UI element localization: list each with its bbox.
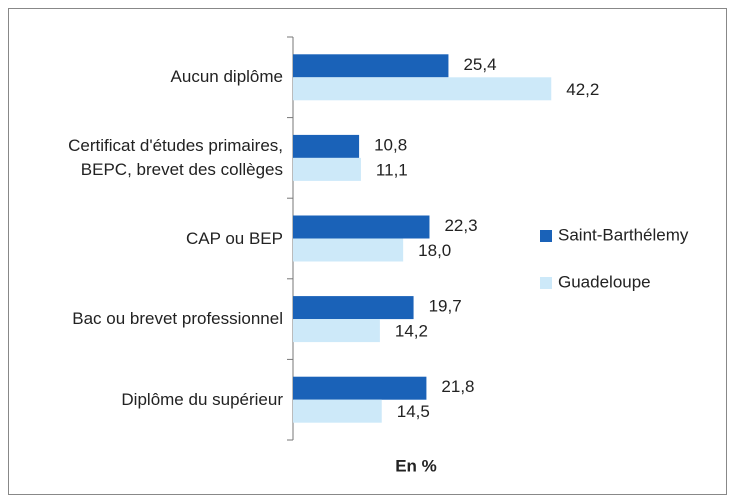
bar — [293, 399, 382, 423]
value-label: 10,8 — [374, 135, 407, 154]
value-label: 14,5 — [397, 402, 430, 421]
bar — [293, 238, 404, 262]
bar — [293, 376, 427, 400]
bar — [293, 296, 414, 320]
bar — [293, 215, 430, 239]
value-label: 25,4 — [463, 55, 496, 74]
bar — [293, 319, 380, 343]
category-label: Diplôme du supérieur — [121, 389, 283, 409]
legend-label: Guadeloupe — [558, 272, 651, 291]
value-label: 21,8 — [441, 377, 474, 396]
frame — [8, 8, 727, 495]
category-label: Bac ou brevet professionnel — [72, 309, 283, 329]
value-label: 22,3 — [444, 216, 477, 235]
category-label: Aucun diplôme — [170, 67, 283, 87]
bar — [293, 134, 360, 158]
value-label: 42,2 — [566, 80, 599, 99]
bar — [293, 54, 449, 78]
value-label: 19,7 — [429, 297, 462, 316]
legend-swatch — [540, 277, 552, 289]
category-label: Certificat d'études primaires, BEPC, bre… — [68, 135, 283, 179]
value-label: 18,0 — [418, 241, 451, 260]
value-label: 14,2 — [395, 322, 428, 341]
legend-label: Saint-Barthélemy — [558, 225, 689, 244]
x-axis-label: En % — [395, 456, 437, 475]
category-label: CAP ou BEP — [185, 228, 283, 248]
value-label: 11,1 — [376, 160, 408, 179]
legend-swatch — [540, 230, 552, 242]
bar — [293, 77, 552, 101]
bar — [293, 157, 361, 181]
